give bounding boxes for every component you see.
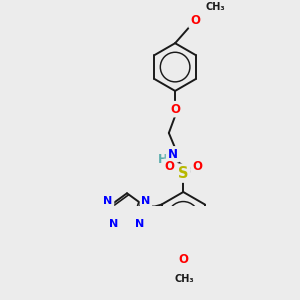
Text: O: O [170, 103, 180, 116]
Text: O: O [192, 160, 202, 173]
Text: N: N [135, 219, 145, 229]
Text: O: O [190, 14, 200, 27]
Text: H: H [158, 153, 167, 166]
Text: N: N [103, 196, 112, 206]
Text: O: O [164, 160, 175, 173]
Text: CH₃: CH₃ [206, 2, 225, 12]
Text: N: N [110, 219, 119, 229]
Text: N: N [141, 196, 151, 206]
Text: CH₃: CH₃ [175, 274, 194, 284]
Text: N: N [168, 148, 178, 161]
Text: S: S [178, 166, 188, 181]
Text: O: O [178, 253, 188, 266]
